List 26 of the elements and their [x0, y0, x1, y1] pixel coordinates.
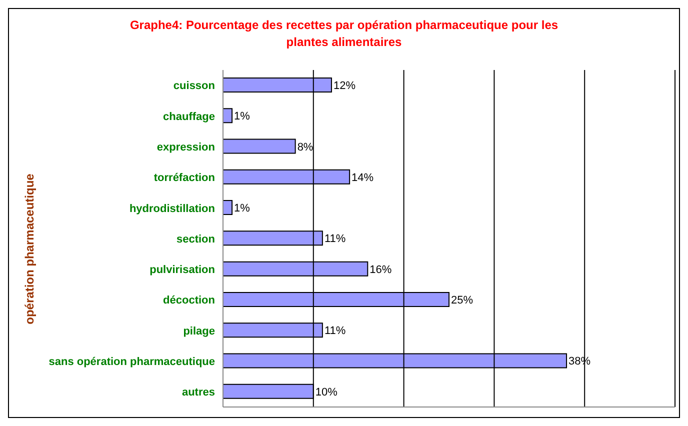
data-label: 1%	[234, 202, 250, 215]
data-label: 14%	[352, 172, 374, 184]
y-axis-title: opération pharmaceutique	[22, 174, 36, 324]
bar	[223, 138, 296, 154]
y-tick-label: expression	[156, 141, 216, 154]
data-label: 16%	[370, 264, 392, 276]
y-tick-label: hydrodistillation	[129, 202, 216, 215]
data-label: 11%	[324, 233, 346, 246]
y-tick-label: cuisson	[173, 80, 216, 92]
y-tick-label: décoction	[163, 294, 216, 307]
y-tick-label: pulvirisation	[150, 264, 216, 276]
bar	[223, 108, 233, 124]
data-label: 12%	[333, 80, 356, 92]
bar	[223, 200, 233, 216]
y-tick-label: torréfaction	[154, 172, 216, 184]
data-label: 25%	[451, 294, 474, 306]
y-tick-label: sans opération pharmaceutique	[48, 356, 215, 368]
y-tick-label: chauffage	[163, 110, 215, 123]
y-tick-label: autres	[182, 386, 215, 399]
data-label: 1%	[234, 110, 250, 123]
data-label: 8%	[297, 141, 314, 154]
y-tick-label: section	[176, 233, 216, 246]
data-label: 11%	[324, 325, 346, 338]
chart-title: Graphe4: Pourcentage des recettes par opération pharmaceutique pour les plantes alimentaires	[128, 17, 560, 51]
y-tick-label: pilage	[183, 325, 215, 338]
data-label: 10%	[315, 386, 338, 398]
